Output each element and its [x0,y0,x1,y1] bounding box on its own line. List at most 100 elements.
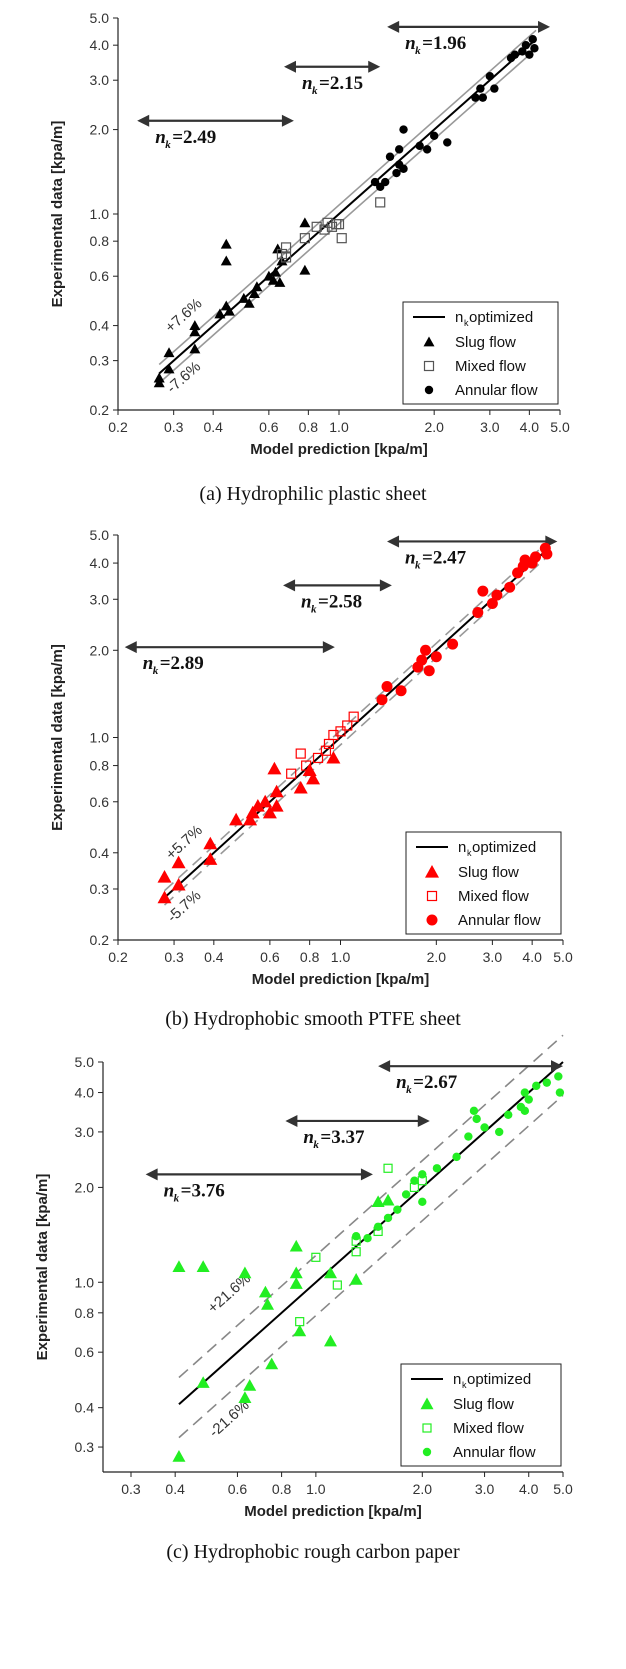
nk-value: =2.89 [160,653,204,674]
data-point-annular [554,1072,563,1081]
x-tick-label: 1.0 [331,949,351,965]
data-point-slug [223,305,235,316]
data-point-annular [373,1222,383,1231]
data-point-slug [274,276,286,287]
data-point-slug [250,799,265,812]
data-point-mixed [335,726,346,737]
data-point-annular [471,93,480,102]
y-tick-label: 2.0 [90,642,110,658]
data-point-slug [163,363,175,374]
data-point-annular [422,145,432,154]
y-tick-label: 0.3 [75,1439,95,1455]
nk-arrowhead-right [551,1060,563,1073]
legend-annular-marker [422,1447,432,1457]
data-point-mixed [280,252,292,263]
data-point-annular [524,1095,533,1104]
nk-symbol: n [164,1180,175,1201]
x-tick-label: 0.2 [108,419,128,435]
data-point-slug [220,238,232,249]
nk-symbol: n [155,127,166,148]
y-tick-label: 0.2 [90,402,110,418]
x-tick-label: 0.3 [164,949,184,965]
x-tick-label: 3.0 [475,1481,495,1497]
nk-subscript: k [174,1192,180,1204]
data-point-slug [238,1391,252,1403]
y-tick-label: 5.0 [90,527,110,543]
y-tick-label: 3.0 [90,591,110,607]
data-point-slug [258,794,273,808]
data-point-slug [243,1379,257,1391]
y-tick-label: 0.8 [90,758,110,774]
data-point-annular [452,1152,461,1162]
data-point-slug [293,1324,307,1337]
x-tick-label: 0.6 [259,419,279,435]
data-point-annular [399,164,408,173]
nk-arrowhead-right [379,579,392,592]
data-point-mixed [299,233,310,244]
data-point-annular [394,145,404,154]
legend-fit-sub: k [467,848,472,858]
x-tick-label: 3.0 [483,949,503,965]
error-band-label: -21.6% [206,1397,253,1441]
nk-symbol: n [405,547,416,568]
y-tick-label: 0.3 [90,353,110,369]
nk-arrowhead-left [137,114,150,127]
error-band-line [163,555,549,906]
data-point-slug [245,805,260,819]
data-point-slug [299,217,311,228]
nk-arrowhead-right [281,114,294,127]
nk-arrowhead-left [145,1168,158,1181]
y-tick-label: 0.4 [75,1400,95,1416]
y-tick-label: 0.6 [90,268,110,284]
nk-subscript: k [165,139,171,151]
error-band-line [178,1034,564,1379]
y-tick-label: 1.0 [75,1274,95,1290]
x-tick-label: 0.4 [204,949,224,965]
data-point-annular [504,581,516,593]
fit-line [163,547,550,899]
data-point-slug [243,297,255,308]
panel-a: 0.2 0.3 0.4 0.6 0.8 1.0 2.0 3.0 4.0 5.0 0.2 0.3 0.4 0… [49,10,570,505]
legend-mixed-marker [422,1423,432,1433]
y-tick-label: 0.2 [90,932,110,948]
data-point-mixed [311,221,322,232]
data-point-annular [480,1123,489,1132]
data-point-annular [490,84,499,93]
data-point-annular [541,548,553,560]
y-axis-label: Experimental data [kpa/m] [34,1174,51,1361]
data-point-annular [385,152,395,161]
legend-slug-label: Slug flow [453,1396,514,1413]
data-point-annular [416,654,428,666]
nk-subscript: k [406,1084,412,1096]
x-tick-label: 0.6 [260,949,280,965]
legend-fit-n: n [458,839,466,856]
data-point-mixed [301,760,312,771]
legend-mixed-marker [423,360,435,372]
data-point-annular [363,1233,372,1243]
error-band-line [178,1094,564,1439]
data-point-annular [464,1132,473,1141]
x-tick-label: 2.0 [413,1481,433,1497]
data-point-mixed [383,1163,393,1173]
error-band-line [163,540,549,892]
x-tick-label: 3.0 [480,419,500,435]
data-point-annular [477,585,489,597]
data-point-slug [214,308,226,319]
data-point-mixed [295,1317,305,1327]
data-point-mixed [312,752,324,764]
data-point-annular [429,131,439,141]
data-point-slug [269,784,284,798]
data-point-annular [485,72,495,81]
y-tick-label: 0.8 [90,233,110,249]
nk-value: =1.96 [422,33,466,54]
x-axis-label: Model prediction [kpa/m] [252,971,430,988]
data-point-slug [196,1376,210,1388]
y-tick-label: 4.0 [90,37,110,53]
legend-slug-label: Slug flow [455,334,516,351]
data-point-annular [555,1088,565,1097]
nk-arrowhead-right [322,641,335,654]
nk-subscript: k [153,665,159,677]
data-point-slug [238,292,250,303]
data-point-slug [172,1260,186,1272]
